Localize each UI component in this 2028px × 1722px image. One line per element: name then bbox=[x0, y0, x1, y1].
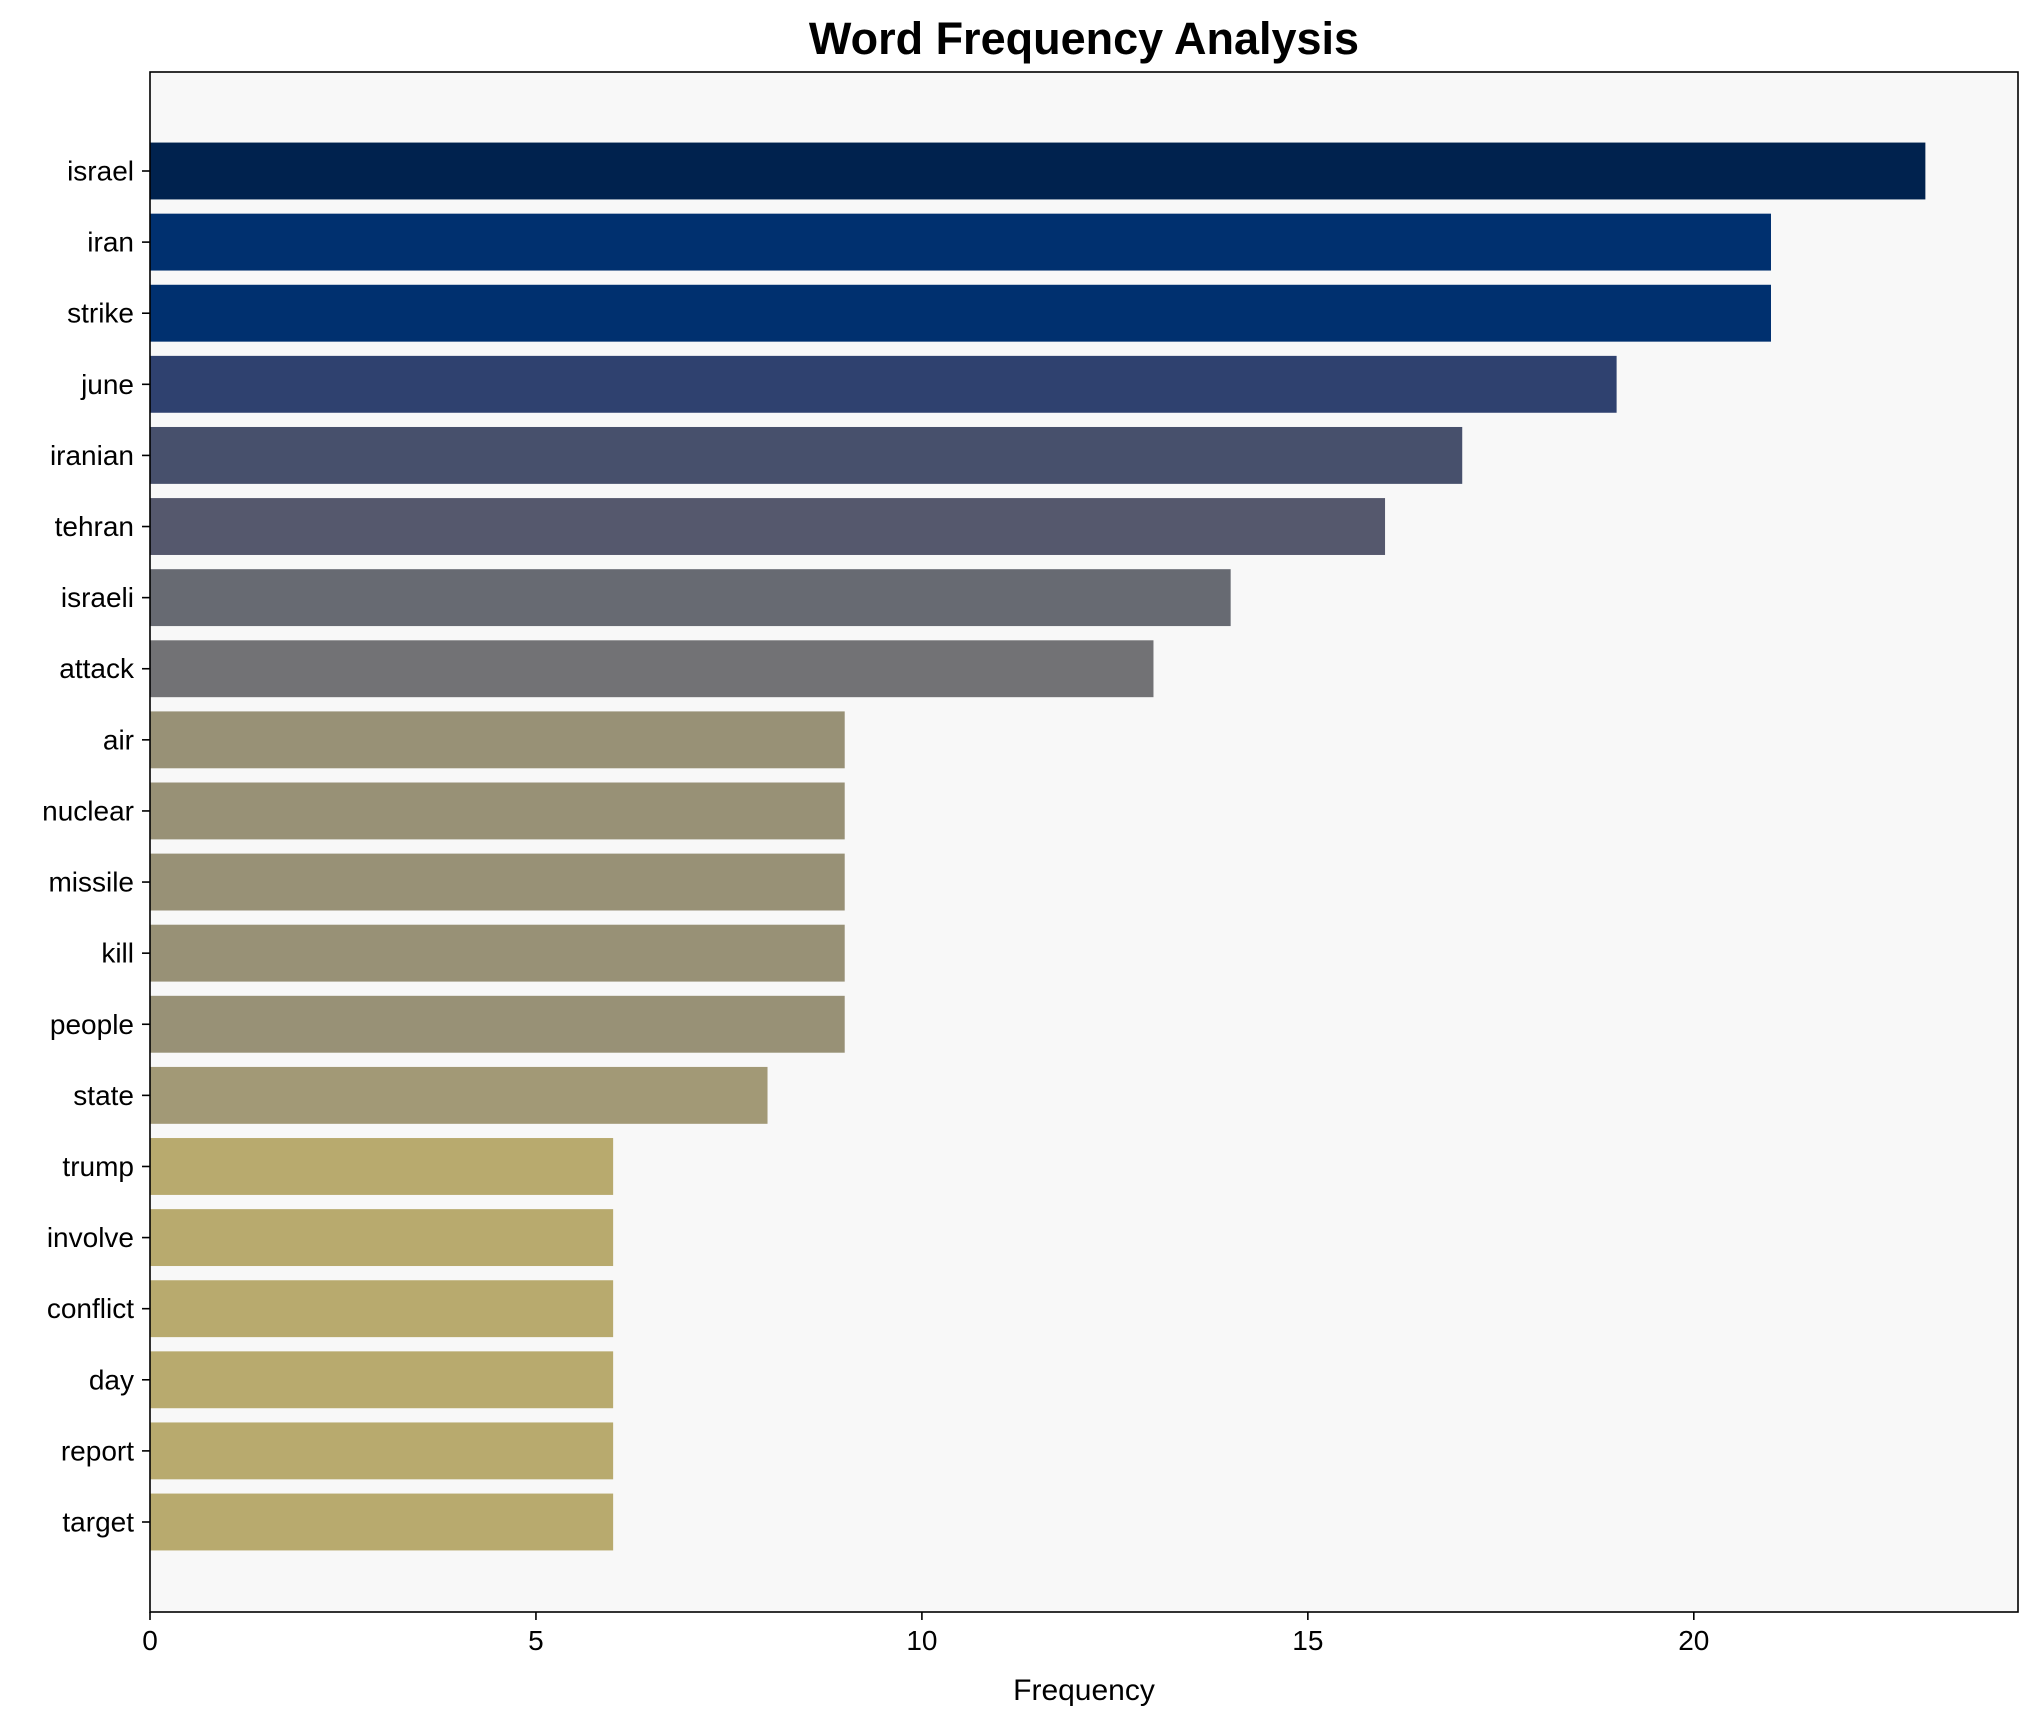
y-tick-label: missile bbox=[48, 867, 134, 898]
bar-state bbox=[150, 1066, 768, 1124]
y-tick-label: nuclear bbox=[42, 795, 134, 826]
x-tick-label: 0 bbox=[142, 1625, 158, 1656]
y-tick-label: state bbox=[73, 1080, 134, 1111]
bar-involve bbox=[150, 1209, 614, 1267]
bar-israel bbox=[150, 142, 1926, 200]
y-tick-label: trump bbox=[62, 1151, 134, 1182]
y-tick-label: air bbox=[103, 724, 134, 755]
x-tick-label: 10 bbox=[906, 1625, 937, 1656]
bar-trump bbox=[150, 1138, 614, 1195]
bar-iran bbox=[150, 213, 1771, 271]
y-tick-label: israel bbox=[67, 156, 134, 187]
y-tick-label: conflict bbox=[47, 1293, 134, 1324]
x-tick-label: 5 bbox=[528, 1625, 544, 1656]
y-tick-label: tehran bbox=[55, 511, 134, 542]
y-tick-label: june bbox=[80, 369, 134, 400]
y-tick-label: attack bbox=[59, 653, 135, 684]
bar-june bbox=[150, 355, 1617, 413]
bar-strike bbox=[150, 284, 1771, 342]
y-tick-label: involve bbox=[47, 1222, 134, 1253]
bar-day bbox=[150, 1351, 614, 1409]
bar-people bbox=[150, 995, 845, 1053]
x-tick-label: 15 bbox=[1292, 1625, 1323, 1656]
bar-nuclear bbox=[150, 782, 845, 840]
bar-attack bbox=[150, 640, 1154, 698]
bar-report bbox=[150, 1422, 614, 1480]
bar-kill bbox=[150, 924, 845, 982]
plot-frame bbox=[149, 71, 2019, 1613]
bar-tehran bbox=[150, 498, 1386, 555]
x-axis-ticks: 0 5 10 15 20 bbox=[142, 1612, 1709, 1656]
y-tick-label: iranian bbox=[50, 440, 134, 471]
bar-israeli bbox=[150, 569, 1231, 627]
bar-iranian bbox=[150, 426, 1463, 484]
y-tick-label: strike bbox=[67, 298, 134, 329]
y-tick-label: kill bbox=[101, 938, 134, 969]
y-tick-label: day bbox=[89, 1364, 134, 1395]
bar-air bbox=[150, 711, 845, 769]
y-tick-label: target bbox=[62, 1507, 134, 1538]
y-tick-label: people bbox=[50, 1009, 134, 1040]
bars bbox=[150, 142, 1926, 1551]
bar-target bbox=[150, 1493, 614, 1551]
bar-missile bbox=[150, 853, 845, 911]
x-tick-label: 20 bbox=[1678, 1625, 1709, 1656]
y-axis-ticks: israel iran strike june iranian tehran israeli… bbox=[42, 156, 150, 1538]
y-tick-label: report bbox=[61, 1435, 134, 1466]
bar-conflict bbox=[150, 1280, 614, 1338]
x-axis-label: Frequency bbox=[1013, 1674, 1155, 1707]
chart-title: Word Frequency Analysis bbox=[809, 13, 1359, 64]
y-tick-label: israeli bbox=[61, 582, 134, 613]
y-tick-label: iran bbox=[87, 227, 134, 258]
